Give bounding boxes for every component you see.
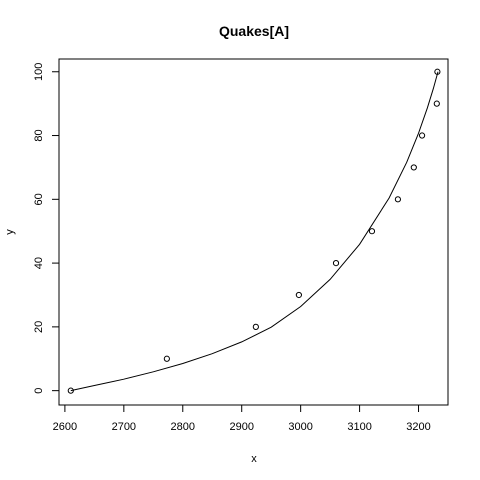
- y-tick-label: 40: [33, 257, 45, 269]
- y-tick-label: 20: [33, 321, 45, 333]
- data-point: [433, 100, 440, 107]
- y-tick-label: 0: [33, 388, 45, 394]
- data-point: [410, 164, 417, 171]
- data-point: [252, 323, 259, 330]
- x-tick-label: 3100: [347, 421, 371, 433]
- x-tick-label: 2600: [53, 421, 77, 433]
- data-point: [368, 228, 376, 235]
- data-point: [295, 291, 302, 299]
- chart-title: Quakes[A]: [219, 23, 289, 39]
- y-axis: 0 20 40 60 80 100: [33, 63, 59, 394]
- y-tick-label: 100: [33, 63, 45, 81]
- data-point: [67, 387, 74, 394]
- data-point: [418, 132, 426, 139]
- fit-curve: [70, 71, 439, 392]
- x-tick-label: 3000: [288, 421, 312, 433]
- data-point: [434, 68, 441, 75]
- y-tick-label: 80: [33, 129, 45, 141]
- data-point: [394, 196, 402, 203]
- x-tick-label: 2900: [229, 421, 253, 433]
- data-point: [163, 355, 170, 362]
- x-axis-label: x: [251, 453, 257, 465]
- plot-frame: [58, 58, 449, 406]
- y-tick-label: 60: [33, 193, 45, 205]
- x-tick-label: 2800: [171, 421, 195, 433]
- data-point: [332, 259, 340, 267]
- data-points: [67, 68, 441, 394]
- x-axis: 2600 2700 2800 2900 3000 3100 3200: [53, 405, 431, 433]
- y-axis-label: y: [4, 229, 16, 235]
- x-tick-label: 2700: [112, 421, 136, 433]
- x-tick-label: 3200: [406, 421, 430, 433]
